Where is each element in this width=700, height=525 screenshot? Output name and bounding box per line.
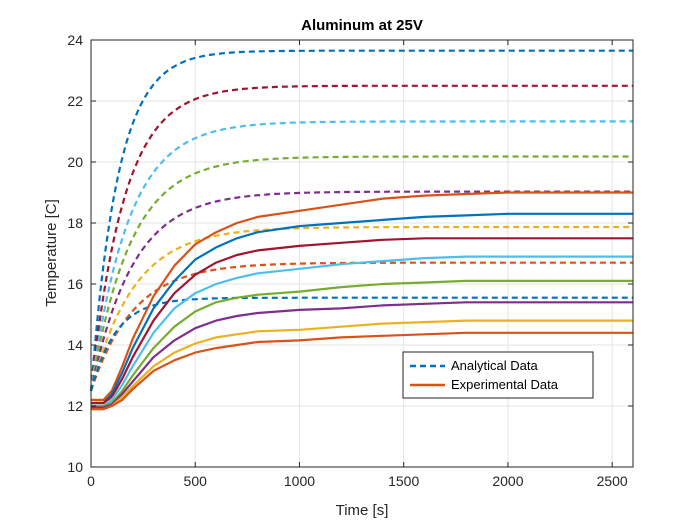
y-tick-label: 14 (67, 337, 83, 353)
experimental-series-line-4 (91, 255, 633, 408)
experimental-series-line-5 (91, 279, 633, 408)
x-tick-label: 500 (184, 473, 208, 489)
analytical-series-line-3 (89, 120, 633, 391)
analytical-series-line-6 (89, 225, 633, 392)
y-tick-label: 20 (67, 154, 83, 170)
y-tick-label: 18 (67, 215, 83, 231)
legend-label-analytical: Analytical Data (451, 358, 538, 373)
analytical-series-line-2 (89, 84, 633, 391)
y-tick-label: 16 (67, 276, 83, 292)
analytical-series-line-1 (89, 49, 633, 391)
plot-area (91, 40, 633, 467)
chart-title: Aluminum at 25V (301, 17, 423, 34)
x-tick-label: 2000 (492, 473, 523, 489)
y-tick-label: 12 (67, 398, 83, 414)
x-tick-label: 2500 (597, 473, 628, 489)
experimental-series-line-1 (91, 191, 633, 401)
analytical-series-group (89, 49, 633, 392)
x-tick-label: 1500 (388, 473, 419, 489)
experimental-series-group (91, 191, 633, 411)
experimental-series-line-6 (91, 301, 633, 409)
experimental-series-line-3 (91, 237, 633, 405)
y-tick-label: 24 (67, 32, 83, 48)
analytical-series-line-4 (89, 155, 633, 391)
x-tick-label: 1000 (284, 473, 315, 489)
y-axis-label: Temperature [C] (43, 199, 60, 307)
y-tick-label: 10 (67, 459, 83, 475)
experimental-series-line-7 (91, 319, 633, 411)
x-axis-ticks: 0 500 1000 1500 2000 2500 (87, 40, 628, 489)
y-tick-label: 22 (67, 93, 83, 109)
x-tick-label: 0 (87, 473, 95, 489)
legend: Analytical Data Experimental Data (402, 351, 594, 399)
y-axis-ticks: 10 12 14 16 18 20 22 24 (67, 32, 633, 475)
experimental-series-line-8 (91, 331, 633, 411)
legend-label-experimental: Experimental Data (451, 377, 559, 392)
analytical-series-line-8 (89, 296, 633, 392)
experimental-series-line-2 (91, 212, 633, 405)
axes-box (90, 39, 634, 468)
legend-box (402, 351, 594, 399)
x-axis-label: Time [s] (336, 502, 389, 519)
analytical-series-line-5 (89, 190, 633, 392)
